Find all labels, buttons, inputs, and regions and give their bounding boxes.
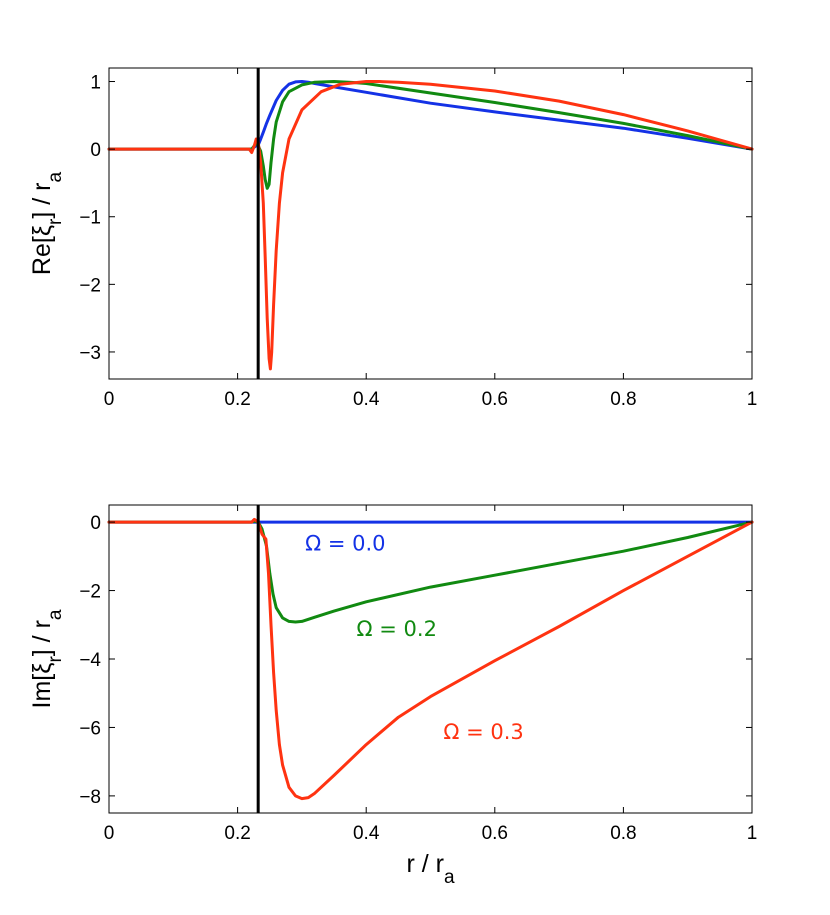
top-ytick-label: −2 xyxy=(79,275,101,296)
top-ytick-label: 1 xyxy=(90,73,101,94)
top-xtick-label: 1 xyxy=(747,389,758,410)
bottom-series-group xyxy=(107,517,754,801)
top-ytick-label: −1 xyxy=(79,208,101,229)
top-axes-frame xyxy=(108,67,753,380)
bot-xtick-label: 0.6 xyxy=(482,823,508,844)
top-ticks: 0 0.2 0.4 0.6 0.8 1 1 0 −1 −2 −3 xyxy=(79,68,757,410)
top-series-line-2 xyxy=(107,80,754,371)
annotation-omega-1: Ω = 0.2 xyxy=(357,617,437,641)
bot-series-line-1 xyxy=(107,519,754,624)
top-xtick-label: 0.8 xyxy=(610,389,636,410)
bot-ytick-label: −6 xyxy=(79,718,101,739)
bot-series-line-2 xyxy=(107,517,754,801)
bot-ytick-label: 0 xyxy=(90,513,101,534)
bot-xtick-label: 0.8 xyxy=(610,823,636,844)
panel-top: 0 0.2 0.4 0.6 0.8 1 1 0 −1 −2 −3 Re[ξr] / ra xyxy=(28,67,757,410)
bot-xtick-label: 0.2 xyxy=(224,823,250,844)
top-ytick-label: 0 xyxy=(90,140,101,161)
bottom-annotations: Ω = 0.0 Ω = 0.2 Ω = 0.3 xyxy=(305,532,524,744)
bottom-axes-frame xyxy=(108,504,753,814)
bot-xtick-label: 0.4 xyxy=(353,823,380,844)
top-series-group xyxy=(107,80,754,371)
annotation-omega-0: Ω = 0.0 xyxy=(305,532,385,556)
top-xtick-label: 0.4 xyxy=(353,389,380,410)
annotation-omega-2: Ω = 0.3 xyxy=(443,720,523,744)
top-y-axis-label: Re[ξr] / ra xyxy=(28,172,66,276)
bot-xtick-label: 0 xyxy=(104,823,115,844)
bottom-y-axis-label: Im[ξr] / ra xyxy=(28,609,66,708)
bottom-ticks: 0 0.2 0.4 0.6 0.8 1 0 −2 −4 −6 −8 xyxy=(79,505,757,844)
panel-bottom: 0 0.2 0.4 0.6 0.8 10−2−4−6−8 Ω = 0.0Ω = 0.2Ω … xyxy=(28,504,757,888)
bottom-x-axis-label: r / ra xyxy=(406,850,455,888)
top-xtick-label: 0 xyxy=(104,389,115,410)
bot-ytick-label: −8 xyxy=(79,787,101,808)
bot-ytick-label: −4 xyxy=(79,650,101,671)
top-ytick-label: −3 xyxy=(79,343,101,364)
top-xtick-label: 0.2 xyxy=(224,389,250,410)
bot-xtick-label: 1 xyxy=(747,823,758,844)
top-xtick-label: 0.6 xyxy=(482,389,508,410)
bot-ytick-label: −2 xyxy=(79,582,101,603)
top-series-line-1 xyxy=(107,80,754,190)
